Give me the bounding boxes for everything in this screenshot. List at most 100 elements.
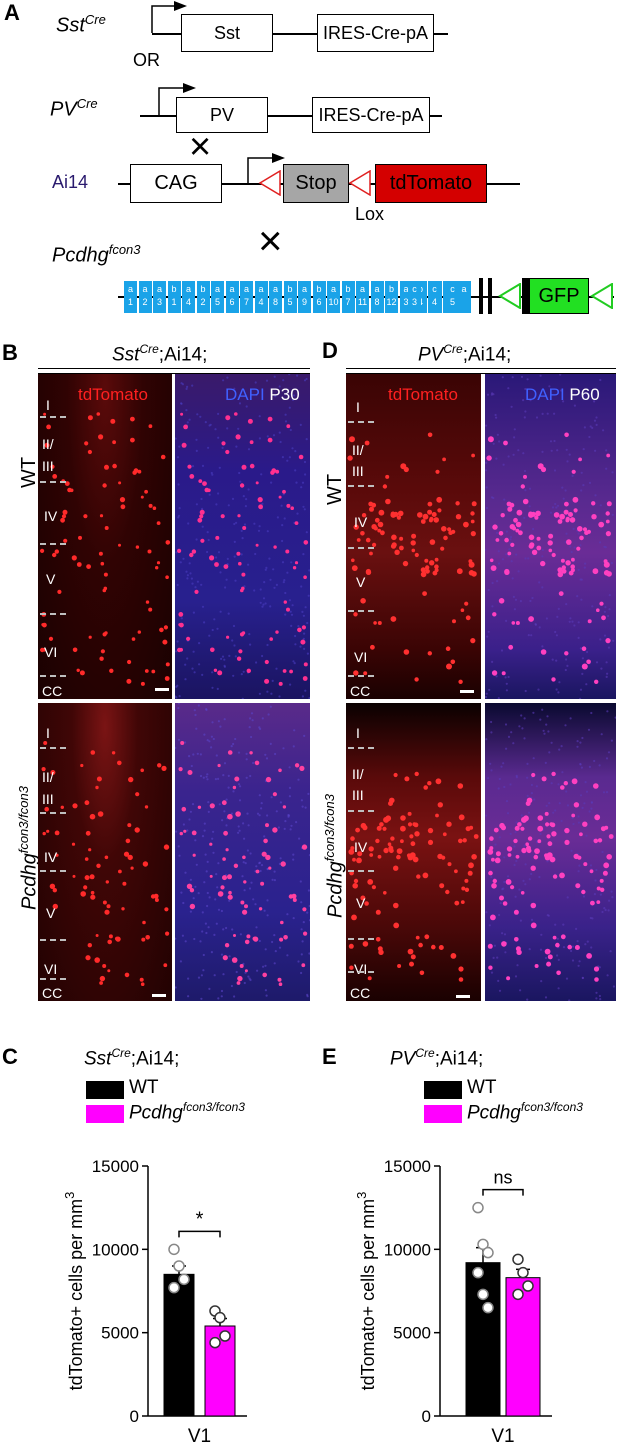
nucleus-dot [264, 964, 267, 967]
b-mut-layer-5: V [46, 905, 56, 921]
labeled-cell-dot [163, 844, 170, 850]
labeled-cell-dot [560, 785, 565, 790]
nucleus-dot [508, 548, 511, 551]
labeled-cell-dot [382, 826, 387, 831]
nucleus-dot [580, 598, 583, 601]
labeled-cell-dot [450, 659, 456, 665]
nucleus-dot [565, 603, 568, 606]
nucleus-dot [282, 581, 285, 584]
b-mut-boundary-5 [40, 978, 66, 980]
labeled-cell-dot [600, 887, 605, 892]
nucleus-dot [200, 497, 203, 501]
nucleus-dot [206, 739, 209, 742]
labeled-cell-dot [112, 440, 116, 445]
labeled-cell-dot [88, 635, 92, 639]
nucleus-dot [505, 530, 508, 533]
nucleus-dot [495, 675, 498, 678]
nucleus-dot [269, 705, 272, 708]
exon-type: a [461, 284, 467, 294]
labeled-cell-dot [278, 681, 283, 686]
d-wt-layer-cc: CC [350, 683, 371, 699]
labeled-cell-dot [488, 965, 493, 970]
nucleus-dot [582, 895, 586, 898]
data-point [522, 1280, 534, 1292]
exon-number: 8 [272, 297, 278, 307]
nucleus-dot [255, 393, 258, 397]
nucleus-dot [577, 964, 580, 967]
nucleus-dot [212, 830, 215, 833]
labeled-cell-dot [369, 506, 374, 512]
d-wt-boundary-2 [348, 485, 374, 487]
nucleus-dot [485, 548, 487, 551]
nucleus-dot [602, 429, 605, 432]
nucleus-dot [264, 602, 267, 605]
labeled-cell-dot [282, 669, 287, 673]
nucleus-dot [248, 633, 251, 636]
labeled-cell-dot [583, 862, 588, 867]
nucleus-dot [185, 570, 188, 573]
labeled-cell-dot [371, 885, 376, 890]
nucleus-dot [273, 586, 276, 589]
labeled-cell-dot [353, 670, 359, 676]
data-point [512, 1288, 524, 1301]
labeled-cell-dot [368, 846, 374, 852]
nucleus-dot [581, 806, 584, 809]
labeled-cell-dot [565, 560, 571, 566]
b-mut-layer-3: III [42, 791, 54, 807]
nucleus-dot [210, 471, 213, 475]
nucleus-dot [571, 959, 575, 962]
nucleus-dot [485, 814, 488, 817]
labeled-cell-dot [552, 874, 558, 879]
nucleus-dot [182, 901, 185, 905]
labeled-cell-dot [222, 955, 228, 961]
labeled-cell-dot [427, 509, 433, 515]
labeled-cell-dot [96, 776, 102, 782]
labeled-cell-dot [72, 647, 78, 653]
nucleus-dot [560, 389, 563, 392]
nucleus-dot [227, 612, 230, 615]
nucleus-dot [610, 739, 613, 742]
nucleus-dot [281, 539, 284, 543]
labeled-cell-dot [261, 851, 267, 857]
nucleus-dot [504, 723, 508, 726]
labeled-cell-dot [123, 851, 130, 857]
panel-d-chan-age: P60 [569, 385, 600, 404]
nucleus-dot [541, 450, 544, 453]
b-mut-layer-1: I [46, 725, 50, 741]
nucleus-dot [200, 974, 203, 977]
nucleus-dot [568, 620, 571, 623]
labeled-cell-dot [450, 953, 457, 959]
labeled-cell-dot [407, 948, 414, 955]
pv-ires-cre-box: IRES-Cre-pA [312, 97, 430, 133]
labeled-cell-dot [198, 479, 203, 483]
nucleus-dot [202, 969, 205, 972]
labeled-cell-dot [112, 463, 117, 469]
labeled-cell-dot [606, 854, 612, 860]
labeled-cell-dot [541, 776, 547, 782]
nucleus-dot [217, 492, 220, 495]
labeled-cell-dot [207, 488, 211, 493]
nucleus-dot [533, 798, 536, 801]
labeled-cell-dot [103, 572, 108, 577]
nucleus-dot [487, 777, 490, 780]
labeled-cell-dot [511, 526, 517, 531]
labeled-cell-dot [244, 969, 248, 973]
labeled-cell-dot [114, 936, 120, 941]
nucleus-dot [258, 794, 261, 797]
nucleus-dot [543, 732, 546, 735]
nucleus-dot [523, 844, 526, 847]
labeled-cell-dot [191, 549, 197, 554]
labeled-cell-dot [87, 415, 93, 421]
nucleus-dot [546, 412, 549, 415]
labeled-cell-dot [546, 834, 551, 839]
labeled-cell-dot [137, 630, 141, 634]
labeled-cell-dot [348, 943, 354, 949]
panel-d-chan-label: DAPI P60 [525, 385, 600, 405]
nucleus-dot [301, 805, 304, 808]
labeled-cell-dot [507, 551, 512, 556]
nucleus-dot [261, 717, 264, 720]
nucleus-dot [191, 465, 195, 468]
labeled-cell-dot [231, 957, 238, 963]
labeled-cell-dot [457, 783, 464, 789]
labeled-cell-dot [165, 662, 170, 667]
